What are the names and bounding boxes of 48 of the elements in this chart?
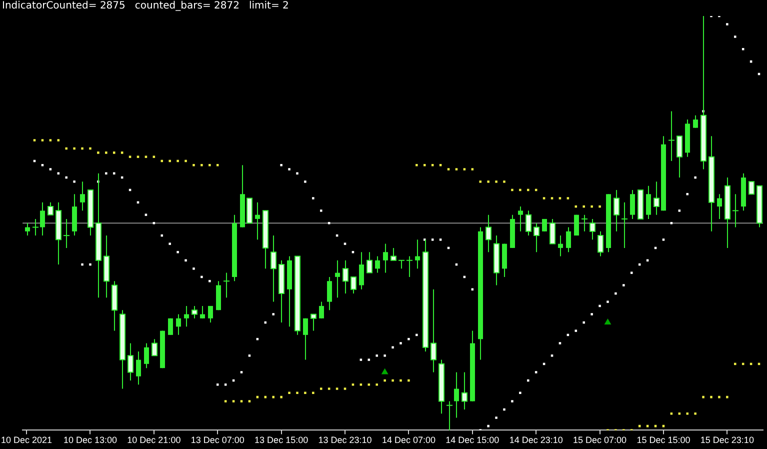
- candlestick: [319, 301, 324, 319]
- candlestick: [383, 243, 388, 274]
- x-tick-label: 10 Dec 2021: [1, 435, 52, 446]
- candlestick: [223, 272, 230, 298]
- x-tick-label: 15 Dec 07:00: [573, 435, 627, 446]
- candlestick: [375, 256, 380, 274]
- candlestick: [184, 305, 189, 328]
- candlestick: [693, 114, 698, 128]
- x-tick-label: 13 Dec 15:00: [254, 435, 308, 446]
- candlestick: [717, 194, 722, 220]
- x-tick-label: 14 Dec 15:00: [446, 435, 500, 446]
- candlestick: [581, 214, 588, 232]
- x-tick-label: 10 Dec 21:00: [127, 435, 181, 446]
- candlestick: [63, 218, 70, 248]
- candlestick: [255, 202, 260, 240]
- candlestick: [200, 305, 205, 319]
- candlestick: [25, 222, 30, 236]
- candlestick: [136, 351, 141, 386]
- candlestick: [359, 252, 364, 290]
- text: IndicatorCounted= 2875 counted_bars= 2872 limit= 2: [2, 0, 289, 12]
- candlestick: [327, 276, 332, 311]
- candlestick: [176, 314, 181, 336]
- x-tick-label: 13 Dec 07:00: [190, 435, 244, 446]
- x-tick-label: 15 Dec 23:10: [700, 435, 754, 446]
- x-tick-label: 15 Dec 15:00: [636, 435, 690, 446]
- candlestick: [303, 318, 308, 360]
- candlestick: [335, 260, 340, 298]
- x-tick-label: 14 Dec 23:10: [509, 435, 563, 446]
- candlestick: [454, 372, 459, 418]
- candlestick: [566, 226, 571, 253]
- x-tick-label: 13 Dec 23:10: [318, 435, 372, 446]
- candlestick: [646, 185, 651, 220]
- candlestick: [668, 110, 675, 162]
- candlestick: [542, 218, 547, 232]
- candlestick: [732, 194, 739, 228]
- candlestick: [415, 239, 420, 270]
- candlestick: [80, 181, 85, 212]
- candlestick: [621, 202, 628, 248]
- candlestick: [398, 260, 405, 270]
- candlestick: [630, 189, 635, 220]
- x-tick-label: 14 Dec 07:00: [382, 435, 436, 446]
- candlestick: [144, 342, 149, 369]
- candlestick: [208, 305, 213, 324]
- candlestick: [558, 235, 563, 257]
- x-tick-label: 10 Dec 13:00: [63, 435, 118, 446]
- candlestick: [518, 206, 523, 232]
- candlestick: [406, 256, 413, 278]
- candlestick: [446, 400, 453, 431]
